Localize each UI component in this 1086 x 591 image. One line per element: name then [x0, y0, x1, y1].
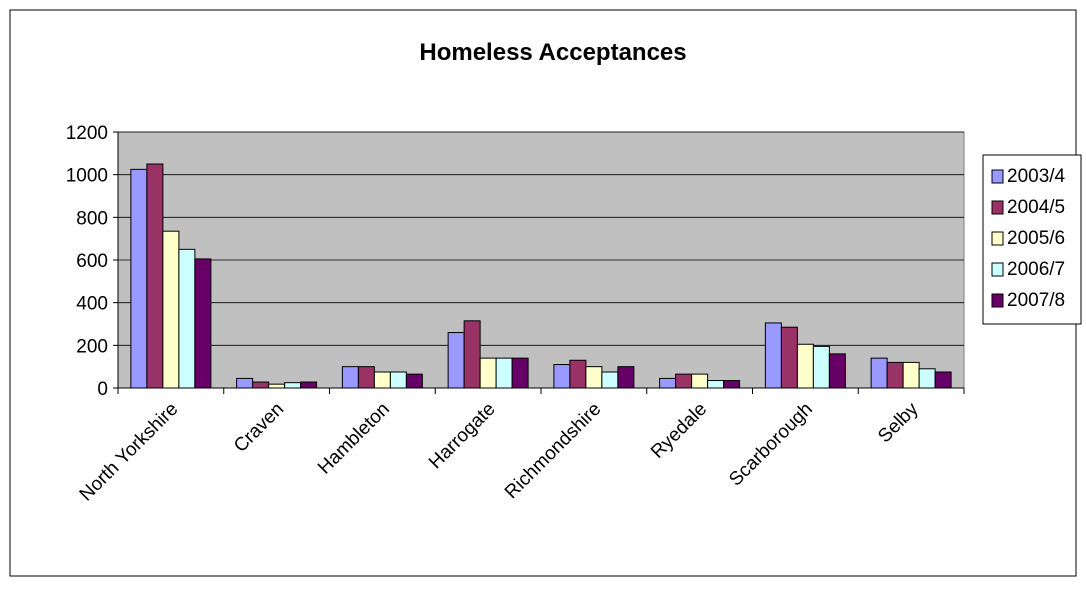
- bar: [178, 248, 196, 389]
- bar: [828, 353, 846, 389]
- y-axis-tick-labels: 0 200 400 600 800 1000 1200: [66, 123, 108, 400]
- legend-label: 2004/5: [1007, 197, 1065, 218]
- bar: [268, 383, 286, 389]
- bar: [918, 368, 936, 389]
- bar: [617, 366, 635, 389]
- bar: [405, 373, 423, 389]
- bar: [479, 357, 497, 389]
- bar: [780, 326, 798, 389]
- bar: [341, 366, 359, 389]
- bar: [194, 258, 212, 389]
- bar: [812, 345, 830, 389]
- bar: [659, 377, 677, 389]
- y-tick-label: 200: [76, 336, 108, 357]
- bar: [130, 168, 148, 389]
- bar: [796, 343, 814, 389]
- bar: [764, 322, 782, 389]
- legend-swatch: [991, 262, 1004, 277]
- legend-label: 2007/8: [1007, 290, 1065, 311]
- bar: [373, 371, 391, 389]
- bar: [162, 230, 180, 389]
- bar: [495, 357, 513, 389]
- bar: [934, 371, 952, 389]
- bar: [723, 380, 741, 389]
- bar: [236, 377, 254, 389]
- legend-label: 2005/6: [1007, 228, 1065, 249]
- gridlines: [118, 131, 964, 346]
- legend-label: 2003/4: [1007, 166, 1066, 187]
- bar: [585, 366, 603, 389]
- y-tick-label: 1000: [66, 166, 108, 187]
- bar: [675, 373, 693, 389]
- bar: [569, 359, 587, 389]
- legend-swatch: [991, 293, 1004, 308]
- y-tick-label: 800: [76, 208, 108, 229]
- legend-swatch: [991, 200, 1004, 215]
- legend-swatch: [991, 169, 1004, 184]
- bar: [886, 361, 904, 389]
- bar: [284, 382, 302, 389]
- bar: [300, 381, 318, 389]
- bar: [691, 373, 709, 389]
- bar: [870, 357, 888, 389]
- bar: [252, 381, 270, 389]
- bar: [463, 320, 481, 389]
- bar: [902, 361, 920, 389]
- legend: 2003/4 2004/5 2005/6 2006/7 2007/8: [982, 154, 1082, 325]
- bar: [389, 371, 407, 389]
- y-tick-label: 400: [76, 294, 108, 315]
- bar: [553, 364, 571, 389]
- legend-swatch: [991, 231, 1004, 246]
- axes: [113, 131, 965, 394]
- y-tick-label: 0: [97, 379, 108, 400]
- bar: [601, 371, 619, 389]
- bar: [447, 332, 465, 389]
- legend-label: 2006/7: [1007, 259, 1065, 280]
- y-tick-label: 600: [76, 251, 108, 272]
- bar: [707, 380, 725, 389]
- bar: [511, 357, 529, 389]
- y-tick-label: 1200: [66, 123, 108, 144]
- bar: [146, 163, 164, 389]
- chart-title: Homeless Acceptances: [419, 39, 686, 66]
- bar: [357, 366, 375, 389]
